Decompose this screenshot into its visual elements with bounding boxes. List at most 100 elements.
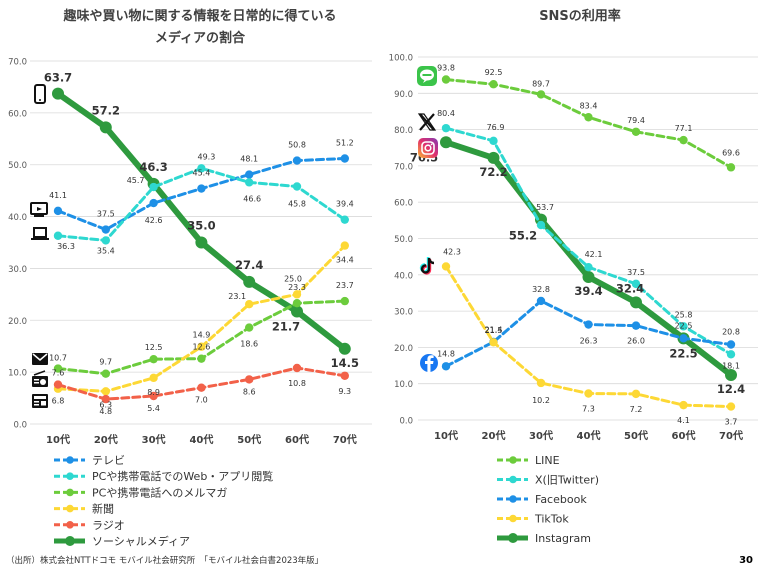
right-chart-x-tick-label: 70代 xyxy=(719,429,743,442)
left-chart-legend-label: ラジオ xyxy=(92,519,125,532)
left-chart-legend-swatch-marker xyxy=(66,472,74,481)
left-chart-series-1-point xyxy=(197,164,206,173)
right-chart-data-label: 22.5 xyxy=(675,321,693,330)
laptop-icon xyxy=(31,227,49,240)
right-chart-series-3-point xyxy=(441,262,451,271)
right-chart-series-2-point xyxy=(726,340,736,349)
left-chart-series-5-point xyxy=(195,236,208,249)
right-chart-series-2-point xyxy=(631,321,641,330)
left-chart-data-label: 25.0 xyxy=(284,274,302,283)
right-chart-y-tick-label: 70.0 xyxy=(394,162,413,172)
left-chart-y-tick-label: 60.0 xyxy=(8,109,27,119)
left-chart-data-label: 27.4 xyxy=(235,258,263,272)
right-chart-data-label: 26.0 xyxy=(627,337,645,346)
left-chart-x-tick-label: 10代 xyxy=(46,433,70,446)
right-chart-y-tick-label: 90.0 xyxy=(394,90,413,100)
right-chart-data-label: 21.4 xyxy=(485,325,503,334)
left-chart-series-4-point xyxy=(53,380,63,389)
left-chart-series-5-point xyxy=(291,305,303,318)
left-chart-data-label: 34.4 xyxy=(336,256,354,265)
left-chart-series-0-point xyxy=(245,170,254,179)
right-chart-data-label: 32.4 xyxy=(616,281,644,295)
left-chart-series-1-point xyxy=(292,182,302,191)
right-chart-data-label: 7.3 xyxy=(582,405,595,414)
tv-icon xyxy=(30,202,48,217)
right-chart-series-1-point xyxy=(441,123,451,133)
left-chart-legend-label: PCや携帯電話でのWeb・アプリ閲覧 xyxy=(92,469,273,483)
left-chart-series-4-point xyxy=(292,363,302,373)
right-chart-data-label: 32.8 xyxy=(532,285,550,294)
left-chart-y-tick-label: 70.0 xyxy=(8,58,27,68)
right-chart-series-3-point xyxy=(679,400,688,410)
left-chart-data-label: 12.5 xyxy=(145,343,163,352)
left-chart-data-label: 36.3 xyxy=(57,242,75,251)
right-chart-legend-swatch-marker xyxy=(509,514,517,523)
left-chart-data-label: 41.1 xyxy=(49,191,67,200)
x-logo-icon xyxy=(417,113,437,131)
right-chart-data-label: 42.3 xyxy=(443,247,461,256)
radio-icon xyxy=(32,370,48,387)
right-chart-data-label: 89.7 xyxy=(532,79,550,88)
left-chart-series-2-point xyxy=(101,369,111,378)
right-chart-y-tick-label: 50.0 xyxy=(394,235,413,245)
right-chart-legend-label: Facebook xyxy=(535,493,587,506)
right-chart-legend-swatch-marker xyxy=(508,533,518,543)
left-chart-data-label: 9.7 xyxy=(99,358,112,367)
right-chart-series-2-point xyxy=(536,296,546,306)
right-chart-data-label: 25.8 xyxy=(675,310,693,319)
right-chart-series-3-point xyxy=(584,389,593,398)
left-chart-y-tick-label: 30.0 xyxy=(8,265,27,275)
left-chart-data-label: 46.6 xyxy=(243,194,261,203)
left-chart-series-4-point xyxy=(101,394,111,404)
left-chart-data-label: 23.3 xyxy=(288,283,306,292)
right-chart-data-label: 4.1 xyxy=(677,416,690,425)
page-number: 30 xyxy=(739,555,753,566)
right-chart-y-tick-label: 10.0 xyxy=(394,380,413,390)
left-chart-series-2-point xyxy=(292,298,302,308)
left-chart-series-2-point xyxy=(245,323,254,332)
left-chart-series-1-point xyxy=(149,182,158,192)
left-chart-data-label: 39.4 xyxy=(336,200,354,209)
right-chart-series-0-point xyxy=(679,135,688,145)
left-chart-series-0-point xyxy=(101,225,111,234)
right-chart-data-label: 20.8 xyxy=(722,327,740,336)
right-chart-series-3-point xyxy=(726,402,736,411)
right-chart-data-label: 93.8 xyxy=(437,64,455,73)
right-chart-data-label: 79.4 xyxy=(627,116,645,125)
left-chart-series-1-point xyxy=(340,215,349,224)
right-chart-y-tick-label: 30.0 xyxy=(394,308,413,318)
right-chart-legend-label: Instagram xyxy=(535,532,591,545)
left-chart-series-4-point xyxy=(197,383,206,392)
right-chart-series-4-point xyxy=(487,151,500,164)
right-chart-series-0-point xyxy=(536,90,546,99)
right-chart-y-tick-label: 40.0 xyxy=(394,271,413,281)
left-chart-x-tick-label: 20代 xyxy=(94,433,118,446)
right-chart-y-tick-label: 80.0 xyxy=(394,126,413,136)
left-chart-x-tick-label: 50代 xyxy=(237,433,261,446)
right-chart-series-1-point xyxy=(584,262,593,272)
left-chart-data-label: 35.4 xyxy=(97,246,115,255)
left-chart-y-tick-label: 20.0 xyxy=(8,317,27,327)
left-chart-legend-label: テレビ xyxy=(92,454,125,467)
right-chart-data-label: 12.4 xyxy=(717,382,745,396)
right-chart-series-4-point xyxy=(630,296,642,309)
tiktok-icon xyxy=(419,257,435,275)
right-chart-legend-label: X(旧Twitter) xyxy=(535,474,599,487)
instagram-icon xyxy=(418,138,438,158)
left-chart-data-label: 5.4 xyxy=(147,404,160,413)
left-chart-data-label: 8.9 xyxy=(147,388,160,397)
right-chart-x-tick-label: 30代 xyxy=(529,429,553,442)
left-chart-data-label: 7.6 xyxy=(52,369,65,378)
left-chart-series-4-point xyxy=(245,375,254,384)
left-chart-series-3-point xyxy=(197,342,206,351)
right-chart-data-label: 37.5 xyxy=(627,268,645,277)
right-chart-x-tick-label: 10代 xyxy=(434,429,458,442)
left-chart-series-2-point xyxy=(149,354,158,364)
right-chart-series-1-point xyxy=(631,279,641,289)
right-chart-data-label: 7.2 xyxy=(630,405,643,414)
right-chart-data-label: 69.6 xyxy=(722,148,740,157)
left-chart-data-label: 51.2 xyxy=(336,138,354,147)
right-chart-series-0-point xyxy=(441,75,451,84)
right-chart-data-label: 83.4 xyxy=(580,101,598,110)
